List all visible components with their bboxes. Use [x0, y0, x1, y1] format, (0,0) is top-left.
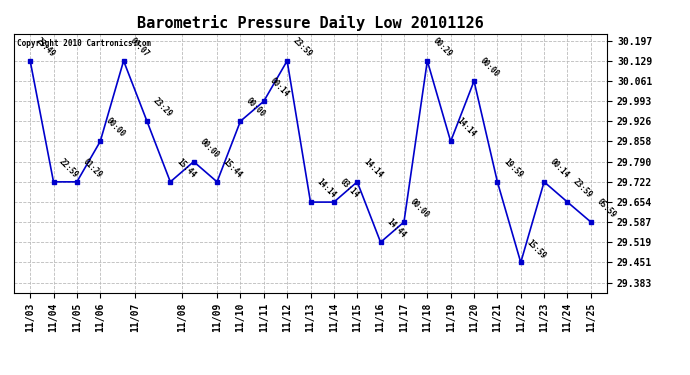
Text: 22:59: 22:59 [58, 157, 81, 180]
Text: 14:44: 14:44 [385, 217, 408, 240]
Text: 14:14: 14:14 [455, 117, 477, 139]
Text: Copyright 2010 Cartronics.com: Copyright 2010 Cartronics.com [17, 39, 151, 48]
Text: 23:29: 23:29 [151, 96, 174, 119]
Text: 05:59: 05:59 [595, 197, 618, 220]
Text: 00:00: 00:00 [478, 56, 501, 79]
Text: 00:29: 00:29 [431, 36, 454, 58]
Text: 14:14: 14:14 [315, 177, 337, 200]
Text: 00:00: 00:00 [408, 197, 431, 220]
Text: 23:59: 23:59 [291, 36, 314, 58]
Text: 00:14: 00:14 [268, 76, 290, 99]
Text: 15:44: 15:44 [221, 157, 244, 180]
Text: 23:49: 23:49 [34, 36, 57, 58]
Text: 00:00: 00:00 [104, 117, 127, 139]
Text: 00:07: 00:07 [128, 36, 150, 58]
Title: Barometric Pressure Daily Low 20101126: Barometric Pressure Daily Low 20101126 [137, 15, 484, 31]
Text: 00:14: 00:14 [549, 157, 571, 180]
Text: 19:59: 19:59 [502, 157, 524, 180]
Text: 15:59: 15:59 [525, 238, 548, 260]
Text: 03:14: 03:14 [338, 177, 361, 200]
Text: 15:44: 15:44 [175, 157, 197, 180]
Text: 00:00: 00:00 [244, 96, 267, 119]
Text: 01:29: 01:29 [81, 157, 104, 180]
Text: 14:14: 14:14 [362, 157, 384, 180]
Text: 00:00: 00:00 [198, 137, 221, 159]
Text: 23:59: 23:59 [571, 177, 594, 200]
